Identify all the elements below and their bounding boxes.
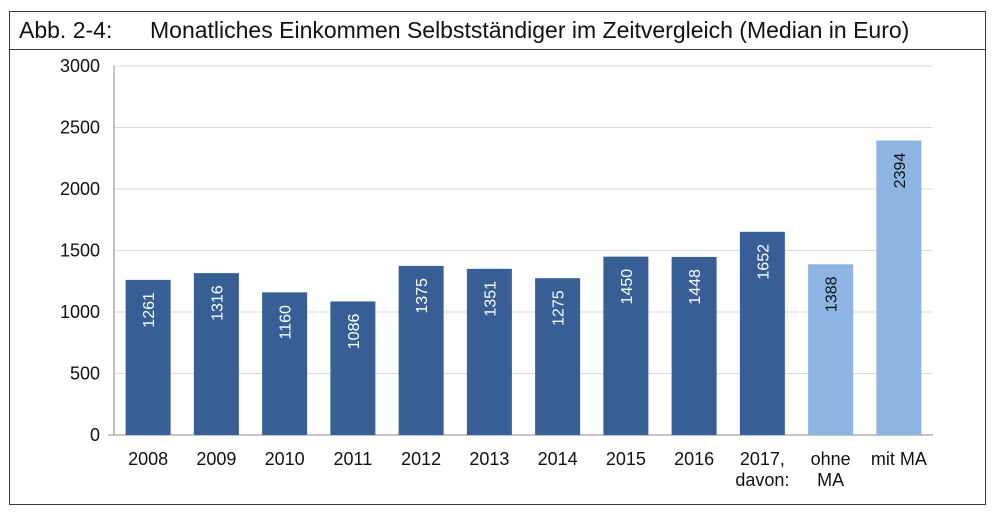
figure-number: Abb. 2-4: [19,17,113,43]
bar [466,268,512,435]
category-label: MA [817,470,844,490]
data-label: 1086 [346,314,363,350]
data-label: 1351 [482,281,499,317]
data-label: 1261 [141,292,158,328]
data-label: 1316 [209,285,226,321]
category-label: 2016 [674,449,714,469]
category-label: 2015 [606,449,646,469]
y-tick-label: 3000 [60,56,100,76]
bar [671,256,717,435]
data-label: 1388 [824,276,841,312]
category-label: ohne [811,449,851,469]
y-tick-label: 0 [90,425,100,445]
data-label: 1450 [619,269,636,305]
category-label: 2008 [128,449,168,469]
category-label: 2017, [740,449,785,469]
category-label: 2012 [401,449,441,469]
category-label: mit MA [871,449,927,469]
bar [398,265,444,435]
y-tick-label: 1500 [60,241,100,261]
bar [330,301,376,435]
bar [125,279,171,435]
category-label: 2009 [196,449,236,469]
bar [739,231,785,435]
data-label: 1375 [414,278,431,314]
data-label: 1160 [278,305,295,340]
y-tick-label: 1000 [60,302,100,322]
bar [535,278,581,435]
bar [808,264,854,435]
bar [876,140,922,435]
category-label: davon: [735,470,789,490]
y-tick-label: 2500 [60,118,100,138]
data-label: 1275 [551,290,568,326]
category-label: 2011 [334,449,373,469]
data-label: 2394 [892,153,909,189]
chart-title: Monatliches Einkommen Selbstständiger im… [150,17,910,43]
bar [603,256,649,435]
data-label: 1448 [687,269,704,305]
y-tick-label: 2000 [60,179,100,199]
y-tick-label: 500 [70,364,100,384]
category-label: 2010 [265,449,305,469]
bar [193,273,239,435]
category-label: 2013 [469,449,509,469]
data-label: 1652 [755,244,772,280]
category-label: 2014 [538,449,578,469]
chart-title-bar: Abb. 2-4: Monatliches Einkommen Selbstst… [10,12,985,50]
bar [262,292,308,435]
